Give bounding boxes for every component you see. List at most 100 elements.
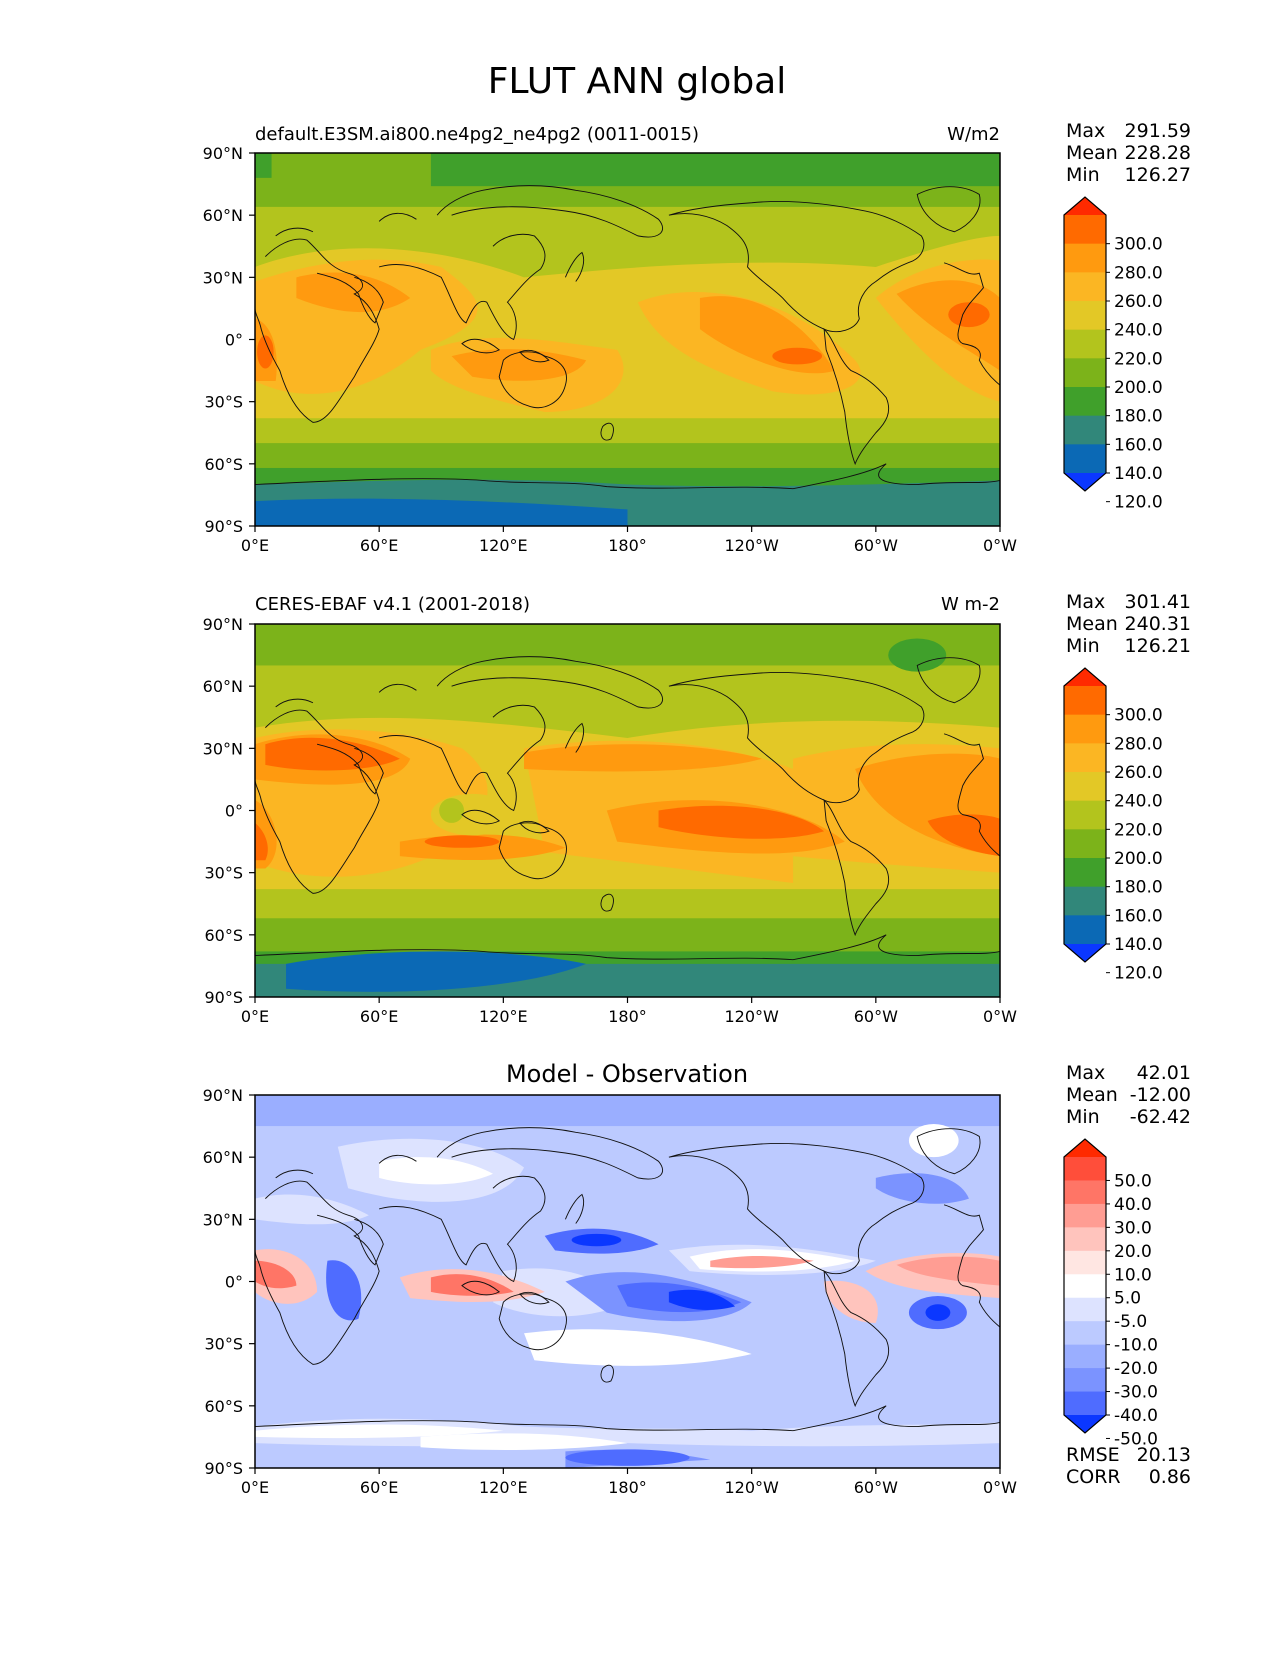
panel-difference: Model - Observation [203,1060,1018,1497]
colorbar-cell [1064,1157,1106,1181]
colorbar-label: 240.0 [1114,321,1163,341]
y-tick-label: 60°N [203,677,243,696]
coastline [461,1280,501,1296]
colorbar-label: 160.0 [1114,435,1163,455]
stat-value: 228.28 [1125,142,1191,164]
coastline [519,820,550,834]
coastline [916,186,981,233]
field-contours [255,1095,1000,1468]
colorbar-cell [1064,1344,1106,1369]
colorbar-label: 140.0 [1114,935,1163,955]
coastline [255,238,380,423]
coastline [943,733,1000,857]
x-tick-label: 120°W [724,536,779,555]
stat-label: RMSE [1066,1444,1120,1466]
coastline [255,934,1000,961]
y-axis: 90°N 60°N 30°N 0° 30°S 60°S 90°S [203,615,255,1007]
coastline [379,704,546,812]
coastline [519,1291,550,1305]
colorbar-label: 300.0 [1114,706,1163,726]
x-tick-label: 120°E [479,1478,528,1497]
map-field [255,624,1000,997]
x-tick-label: 0°W [983,1007,1017,1026]
colorbar: 300.0 280.0 260.0 240.0 220.0 200.0 180.0 160.0… [1063,667,1163,984]
stat-value: 20.13 [1137,1444,1191,1466]
colorbar-cell [1064,415,1106,445]
coastline [461,338,501,354]
figure-title: FLUT ANN global [488,61,786,102]
x-tick-label: 180° [608,1478,647,1497]
x-tick-label: 0°W [983,1478,1017,1497]
y-tick-label: 0° [225,331,243,350]
coastline [316,743,384,795]
y-tick-label: 90°N [203,1086,243,1105]
coastline [519,349,550,363]
stat-label: Mean [1066,613,1118,635]
colorbar-label: 180.0 [1114,878,1163,898]
y-tick-label: 30°N [203,1210,243,1229]
colorbar-cell [1064,772,1106,802]
coastline [823,1269,890,1408]
x-tick-label: 120°W [724,1478,779,1497]
colorbar-label: 40.0 [1114,1195,1152,1215]
coastline [378,1154,417,1164]
field-contours [255,624,1000,997]
colorbar-cell [1064,686,1106,716]
y-axis: 90°N 60°N 30°N 0° 30°S 60°S 90°S [203,144,255,536]
coastline [255,463,1000,490]
colorbar-label: -10.0 [1114,1336,1158,1356]
y-tick-label: 90°N [203,144,243,163]
x-tick-label: 180° [608,536,647,555]
y-tick-label: 30°N [203,739,243,758]
colorbar-cell [1064,714,1106,744]
colorbar-cell [1064,743,1106,773]
y-tick-label: 0° [225,802,243,821]
y-tick-label: 60°S [204,1397,243,1416]
colorbar-cell [1064,1227,1106,1252]
stat-label: Mean [1066,1084,1118,1106]
panel-sidebar: Max 301.41 Mean 240.31 Min 126.21 300.0 280.0 26… [1063,591,1191,984]
coastline [668,1142,925,1275]
y-tick-label: 90°S [204,1459,243,1478]
x-tick-label: 0°W [983,536,1017,555]
colorbar-cell [1064,1321,1106,1346]
coastline [436,656,664,709]
panel-units-label: W/m2 [947,124,1000,145]
colorbar-cell [1064,858,1106,888]
x-tick-label: 0°E [241,536,269,555]
colorbar-cell [1064,1274,1106,1299]
stat-label: CORR [1066,1466,1121,1488]
stat-label: Max [1066,1062,1105,1084]
stat-value: 0.86 [1149,1466,1191,1488]
x-tick-label: 60°E [360,536,398,555]
sidebars: Max 291.59 Mean 228.28 Min 126.27 300.0 280.0 26… [1063,120,1191,1488]
x-axis: 0°E 60°E 120°E 180° 120°W 60°W 0°W [241,526,1017,555]
y-tick-label: 60°N [203,1148,243,1167]
coastline [378,212,417,222]
coastline [378,683,417,693]
colorbar-label: -50.0 [1114,1429,1158,1449]
stat-value: -12.00 [1130,1084,1191,1106]
coastline [564,251,585,282]
colorbar-label: 280.0 [1114,263,1163,283]
colorbar-label: 20.0 [1114,1242,1152,1262]
colorbar-extend-max [1064,1139,1106,1157]
colorbar-cell [1064,215,1106,245]
coastline [436,185,664,238]
coastline [316,272,384,324]
colorbar-label: 140.0 [1114,464,1163,484]
colorbar-label: -5.0 [1114,1312,1147,1332]
stat-value: 301.41 [1125,591,1191,613]
colorbar-cell [1064,800,1106,830]
y-tick-label: 90°S [204,517,243,536]
stat-value: 126.27 [1125,164,1191,186]
field-contours [255,153,1000,526]
stat-value: -62.42 [1130,1106,1191,1128]
coastline [600,422,614,441]
colorbar-cell [1064,243,1106,273]
stat-label: Max [1066,591,1105,613]
x-tick-label: 60°E [360,1007,398,1026]
y-tick-label: 30°N [203,268,243,287]
colorbar-cell [1064,358,1106,388]
stat-label: Min [1066,1106,1100,1128]
